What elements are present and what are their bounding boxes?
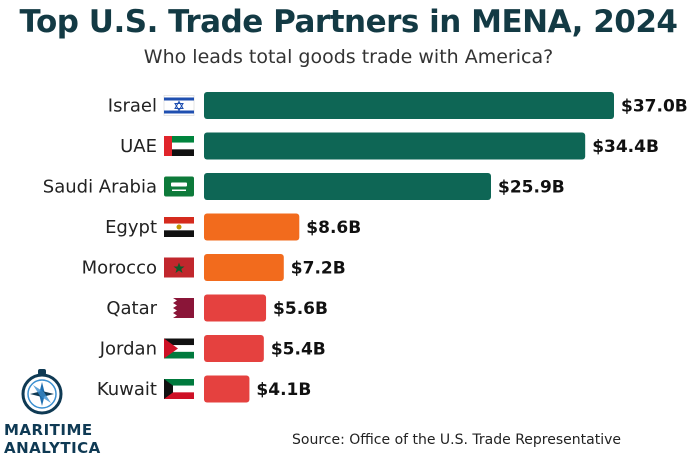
bar-saudi-arabia [204, 173, 491, 200]
value-label-uae: $34.4B [592, 137, 659, 157]
maritime-analytica-logo: MARITIME ANALYTICA [4, 364, 104, 460]
chart-title: Top U.S. Trade Partners in MENA, 2024 [19, 4, 678, 40]
uae-flag-icon [164, 136, 194, 156]
value-label-morocco: $7.2B [291, 259, 346, 279]
kuwait-flag-icon [164, 379, 194, 399]
value-label-jordan: $5.4B [271, 340, 326, 360]
value-label-saudi-arabia: $25.9B [498, 178, 565, 198]
value-label-egypt: $8.6B [306, 218, 361, 238]
bar-egypt [204, 213, 300, 241]
bar-kuwait [204, 375, 250, 403]
israel-flag-icon [163, 95, 195, 116]
category-label-morocco: Morocco [82, 258, 157, 279]
bar-qatar [204, 294, 267, 322]
bar-morocco [204, 254, 284, 281]
value-label-kuwait: $4.1B [256, 380, 311, 400]
value-label-qatar: $5.6B [273, 299, 328, 319]
qatar-flag-icon [164, 298, 194, 318]
egypt-flag-icon [164, 217, 194, 237]
morocco-flag-icon [164, 257, 194, 278]
value-label-israel: $37.0B [621, 97, 688, 117]
jordan-flag-icon [164, 338, 194, 359]
category-label-qatar: Qatar [106, 298, 157, 319]
logo-text-line2: ANALYTICA [4, 439, 101, 457]
category-label-egypt: Egypt [105, 217, 157, 238]
bar-uae [204, 132, 586, 160]
category-label-saudi-arabia: Saudi Arabia [43, 177, 157, 198]
category-label-uae: UAE [120, 136, 157, 157]
category-label-israel: Israel [108, 96, 157, 117]
compass-icon [21, 369, 63, 415]
category-label-kuwait: Kuwait [97, 379, 157, 400]
saudi-arabia-flag-icon [164, 176, 194, 197]
logo-text-line1: MARITIME [4, 421, 93, 439]
bar-israel [204, 92, 614, 119]
category-label-jordan: Jordan [99, 339, 157, 360]
chart-subtitle: Who leads total goods trade with America… [143, 46, 554, 68]
source-note: Source: Office of the U.S. Trade Represe… [292, 432, 621, 448]
bar-jordan [204, 335, 264, 362]
